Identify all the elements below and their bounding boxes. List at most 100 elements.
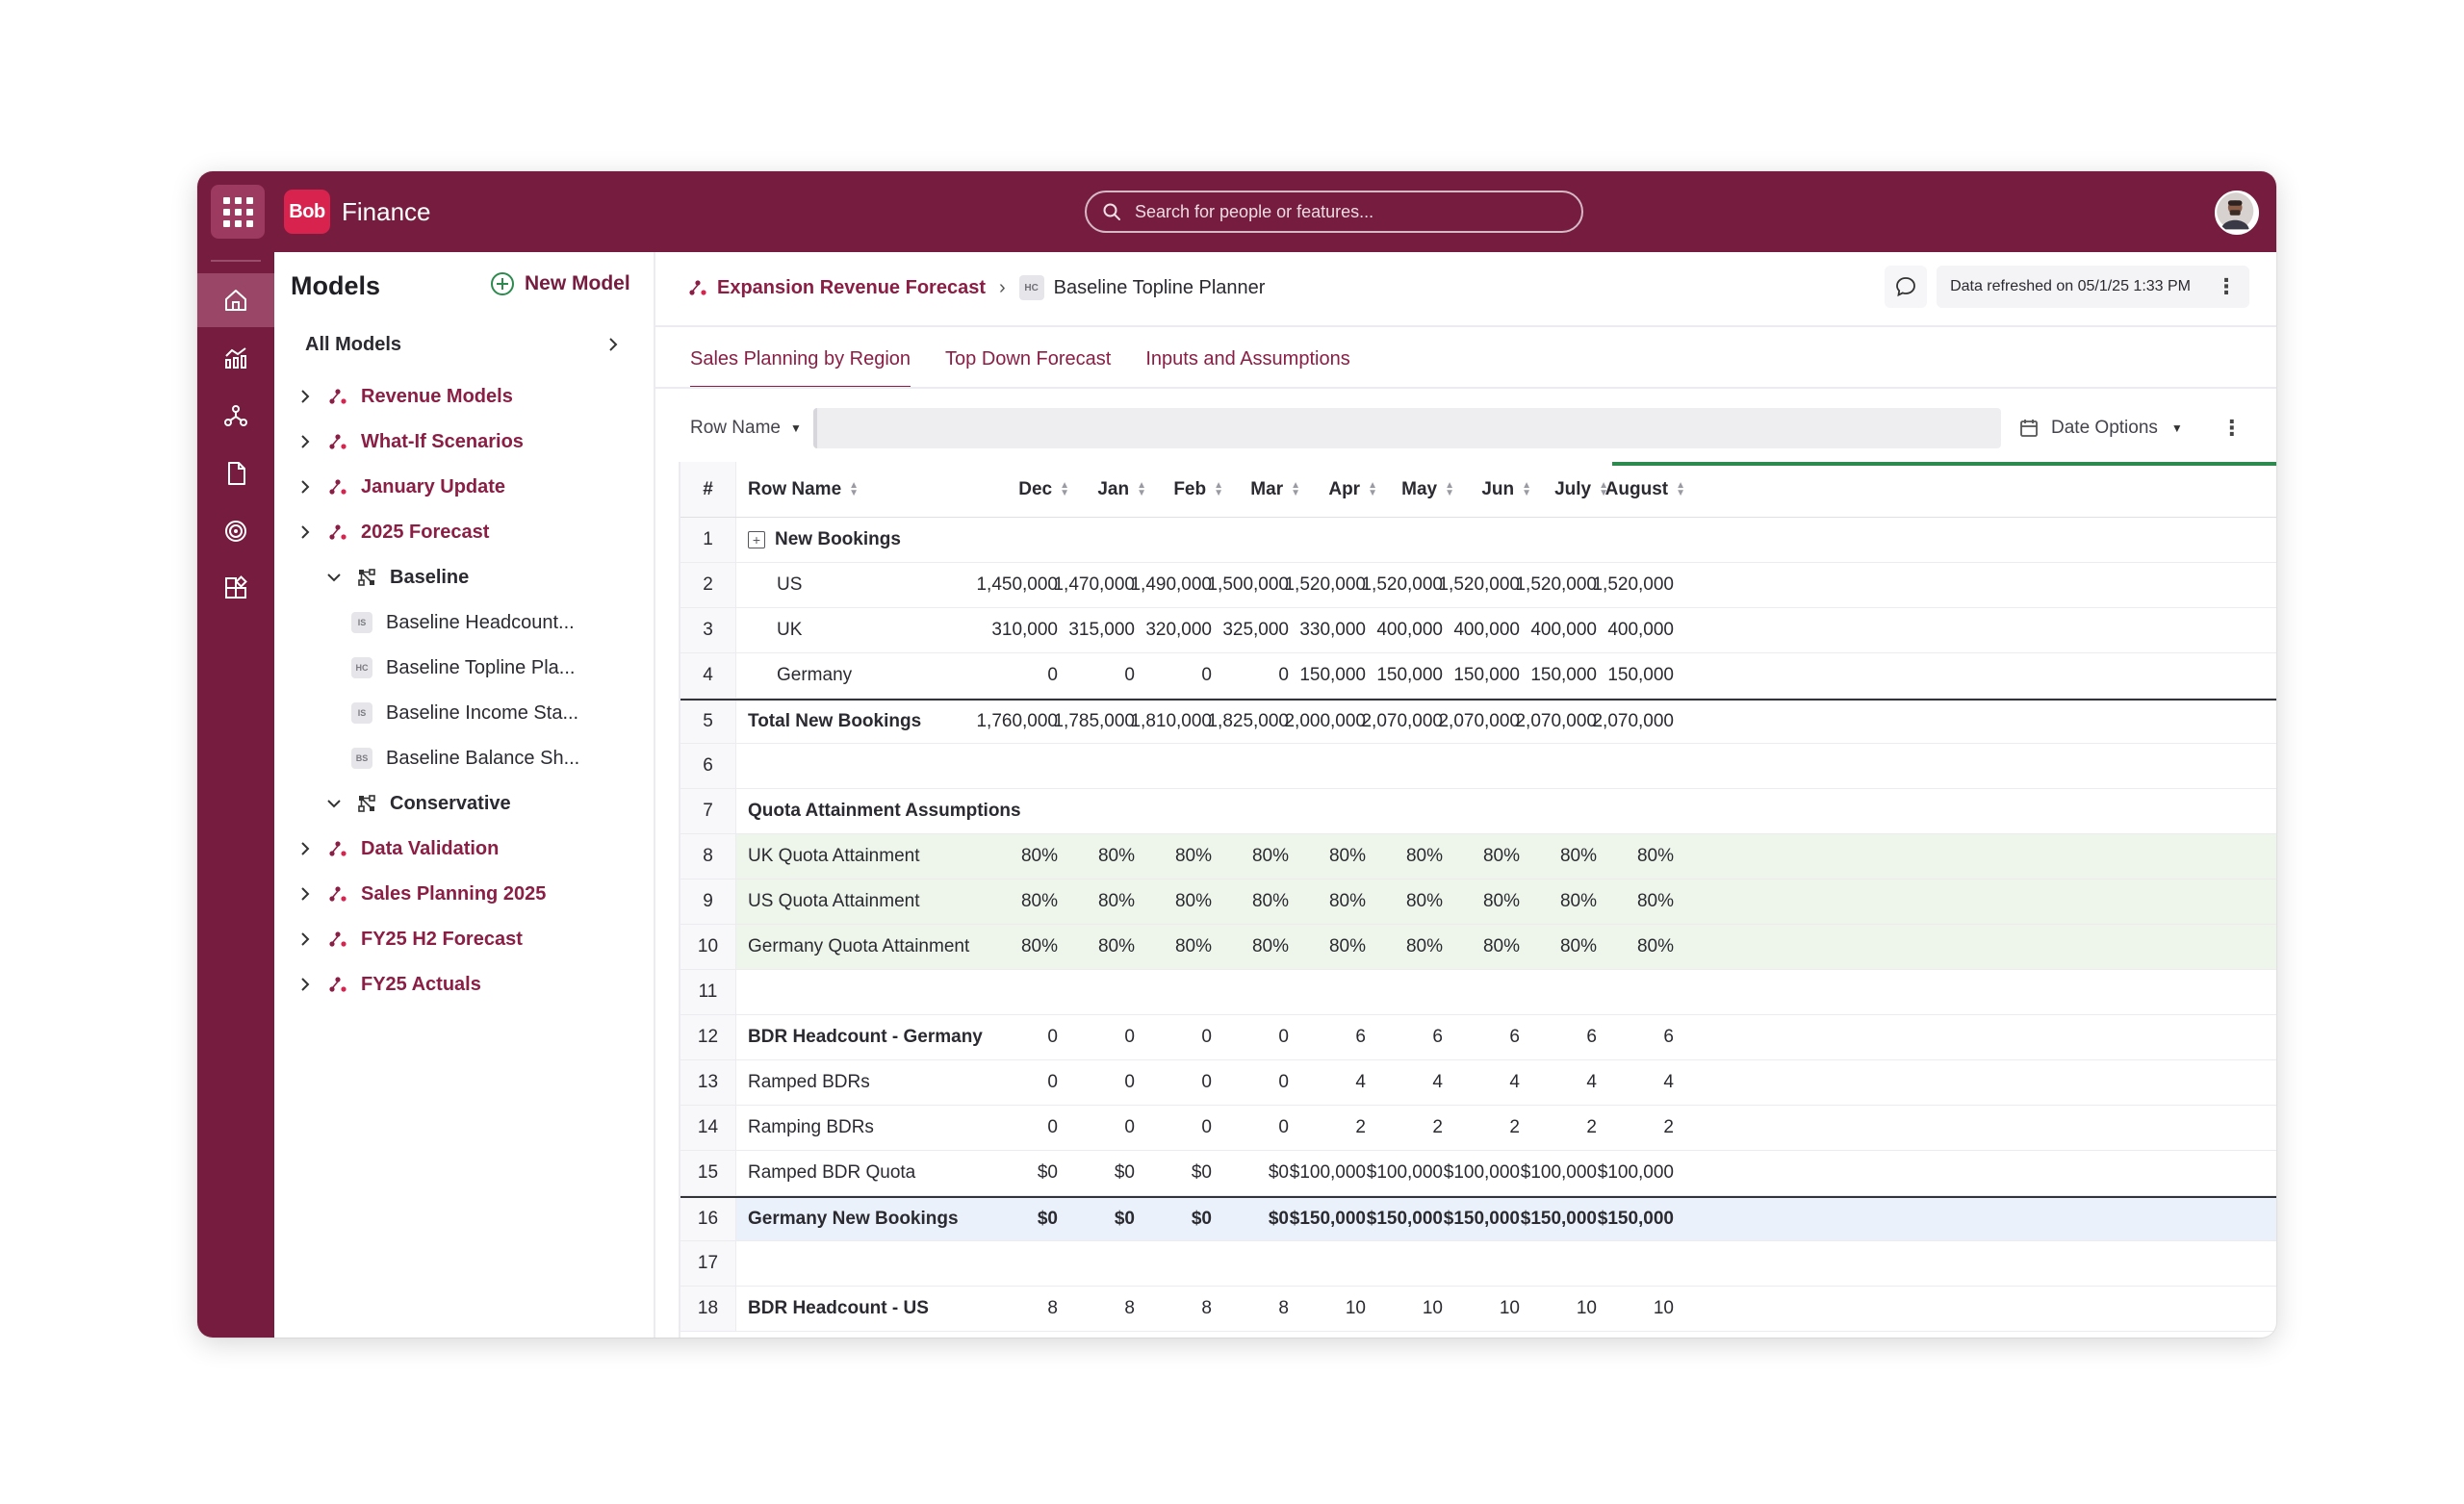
value-cell[interactable]: 80% xyxy=(1636,891,1674,911)
value-cell[interactable]: 330,000 xyxy=(1299,620,1366,640)
table-row[interactable]: 5 Total New Bookings 1,760,000 1,785,000 1,8… xyxy=(680,699,2276,744)
month-header[interactable]: Mar ▲ ▼ xyxy=(1204,462,1300,517)
expand-icon[interactable]: + xyxy=(748,531,765,548)
value-cell[interactable]: 2,070,000 xyxy=(1361,711,1443,731)
value-cell[interactable]: 0 xyxy=(1201,1072,1212,1092)
row-name-cell[interactable]: Ramped BDR Quota xyxy=(748,1162,916,1183)
value-cell[interactable]: $0 xyxy=(1037,1209,1058,1229)
integrations-nav-icon[interactable] xyxy=(197,562,274,616)
value-cell[interactable]: 2 xyxy=(1509,1117,1520,1137)
value-cell[interactable]: $100,000 xyxy=(1520,1162,1597,1183)
month-header[interactable]: Apr ▲ ▼ xyxy=(1281,462,1377,517)
value-cell[interactable]: $0 xyxy=(1114,1162,1135,1183)
value-cell[interactable]: 325,000 xyxy=(1222,620,1289,640)
sidebar-item-model[interactable]: FY25 Actuals xyxy=(274,963,655,1006)
value-cell[interactable]: 0 xyxy=(1201,665,1212,685)
value-cell[interactable]: 2,070,000 xyxy=(1592,711,1674,731)
value-cell[interactable]: 2,070,000 xyxy=(1515,711,1597,731)
value-cell[interactable]: 400,000 xyxy=(1453,620,1520,640)
table-row[interactable]: 3 UK 310,000 315,000 320,000 325,000 330,000 40… xyxy=(680,608,2276,653)
chevron-down-icon[interactable] xyxy=(324,568,344,587)
month-header[interactable]: Dec ▲ ▼ xyxy=(973,462,1069,517)
table-row[interactable]: 17 xyxy=(680,1241,2276,1287)
value-cell[interactable]: 2 xyxy=(1355,1117,1366,1137)
table-row[interactable]: 10 Germany Quota Attainment 80% 80% 80% 80% 80… xyxy=(680,925,2276,970)
table-row[interactable]: 11 xyxy=(680,970,2276,1015)
value-cell[interactable]: 80% xyxy=(1636,936,1674,956)
chevron-right-icon[interactable] xyxy=(295,839,315,858)
row-filter-input[interactable] xyxy=(813,408,2001,448)
all-models-link[interactable]: All Models xyxy=(305,325,623,364)
sidebar-item-model[interactable]: January Update xyxy=(274,466,655,508)
brand-logo[interactable]: Bob xyxy=(284,190,330,234)
value-cell[interactable]: 315,000 xyxy=(1068,620,1135,640)
value-cell[interactable]: 0 xyxy=(1124,1072,1135,1092)
value-cell[interactable]: 1,785,000 xyxy=(1053,711,1135,731)
month-header[interactable]: July ▲ ▼ xyxy=(1512,462,1608,517)
sidebar-item-scenario[interactable]: Conservative xyxy=(274,782,655,825)
table-row[interactable]: 14 Ramping BDRs 0 0 0 0 2 2 2 2 2 xyxy=(680,1106,2276,1151)
chevron-right-icon[interactable] xyxy=(295,432,315,451)
row-name-cell[interactable]: BDR Headcount - Germany xyxy=(748,1027,983,1047)
value-cell[interactable]: 400,000 xyxy=(1376,620,1443,640)
value-cell[interactable]: 80% xyxy=(1482,891,1520,911)
value-cell[interactable]: $100,000 xyxy=(1597,1162,1674,1183)
row-name-cell[interactable]: Germany xyxy=(777,665,853,685)
value-cell[interactable]: 400,000 xyxy=(1530,620,1597,640)
sidebar-item-model[interactable]: What-If Scenarios xyxy=(274,421,655,463)
sidebar-item-model[interactable]: Revenue Models xyxy=(274,375,655,418)
row-name-cell[interactable]: + New Bookings xyxy=(748,518,901,562)
value-cell[interactable]: 150,000 xyxy=(1530,665,1597,685)
value-cell[interactable]: 1,450,000 xyxy=(976,574,1058,595)
value-cell[interactable]: 4 xyxy=(1355,1072,1366,1092)
row-name-cell[interactable]: Ramped BDRs xyxy=(748,1072,870,1092)
sidebar-item-doc[interactable]: IS Baseline Income Sta... xyxy=(274,692,655,734)
breadcrumb-parent[interactable]: Expansion Revenue Forecast xyxy=(717,276,986,298)
value-cell[interactable]: 320,000 xyxy=(1145,620,1212,640)
sidebar-item-model[interactable]: 2025 Forecast xyxy=(274,511,655,553)
value-cell[interactable]: 1,520,000 xyxy=(1592,574,1674,595)
sidebar-item-doc[interactable]: HC Baseline Topline Pla... xyxy=(274,647,655,689)
value-cell[interactable]: 10 xyxy=(1576,1298,1597,1318)
table-row[interactable]: 9 US Quota Attainment 80% 80% 80% 80% 80% 80% 80… xyxy=(680,879,2276,925)
user-avatar[interactable] xyxy=(2215,191,2259,235)
table-row[interactable]: 4 Germany 0 0 0 0 150,000 150,000 150,000 150,000… xyxy=(680,653,2276,699)
value-cell[interactable]: 8 xyxy=(1278,1298,1289,1318)
new-model-button[interactable]: New Model xyxy=(490,271,630,296)
table-row[interactable]: 2 US 1,450,000 1,470,000 1,490,000 1,500,000 1… xyxy=(680,563,2276,608)
value-cell[interactable]: 0 xyxy=(1047,1027,1058,1047)
chevron-right-icon[interactable] xyxy=(295,930,315,949)
value-cell[interactable]: 0 xyxy=(1278,1072,1289,1092)
value-cell[interactable]: 2 xyxy=(1663,1117,1674,1137)
value-cell[interactable]: 80% xyxy=(1482,846,1520,866)
value-cell[interactable]: $100,000 xyxy=(1289,1162,1366,1183)
table-row[interactable]: 18 BDR Headcount - US 8 8 8 8 10 10 10 10 10 xyxy=(680,1287,2276,1332)
row-name-dropdown[interactable]: Row Name ▼ xyxy=(690,418,813,439)
value-cell[interactable]: 80% xyxy=(1405,891,1443,911)
value-cell[interactable]: $150,000 xyxy=(1520,1209,1597,1229)
models-nav-icon[interactable] xyxy=(197,389,274,443)
value-cell[interactable]: 80% xyxy=(1251,846,1289,866)
value-cell[interactable]: 8 xyxy=(1124,1298,1135,1318)
chevron-right-icon[interactable] xyxy=(295,884,315,904)
value-cell[interactable]: $0 xyxy=(1268,1162,1289,1183)
value-cell[interactable] xyxy=(1578,518,1674,562)
row-name-header[interactable]: Row Name ▲ ▼ xyxy=(748,462,859,517)
value-cell[interactable]: 6 xyxy=(1663,1027,1674,1047)
value-cell[interactable]: 80% xyxy=(1097,936,1135,956)
value-cell[interactable]: 0 xyxy=(1278,1117,1289,1137)
value-cell[interactable]: 150,000 xyxy=(1376,665,1443,685)
value-cell[interactable]: $0 xyxy=(1191,1209,1212,1229)
row-name-cell[interactable]: Total New Bookings xyxy=(748,711,922,731)
tab-1[interactable]: Top Down Forecast xyxy=(945,348,1112,370)
value-cell[interactable]: 0 xyxy=(1124,1027,1135,1047)
sidebar-item-doc[interactable]: BS Baseline Balance Sh... xyxy=(274,737,655,779)
row-name-cell[interactable]: Ramping BDRs xyxy=(748,1117,874,1137)
value-cell[interactable]: 80% xyxy=(1020,891,1058,911)
value-cell[interactable]: 1,490,000 xyxy=(1130,574,1212,595)
value-cell[interactable]: 80% xyxy=(1636,846,1674,866)
month-header[interactable]: Jan ▲ ▼ xyxy=(1050,462,1146,517)
value-cell[interactable]: 0 xyxy=(1201,1117,1212,1137)
table-row[interactable]: 1 + New Bookings xyxy=(680,518,2276,563)
value-cell[interactable]: 80% xyxy=(1174,936,1212,956)
